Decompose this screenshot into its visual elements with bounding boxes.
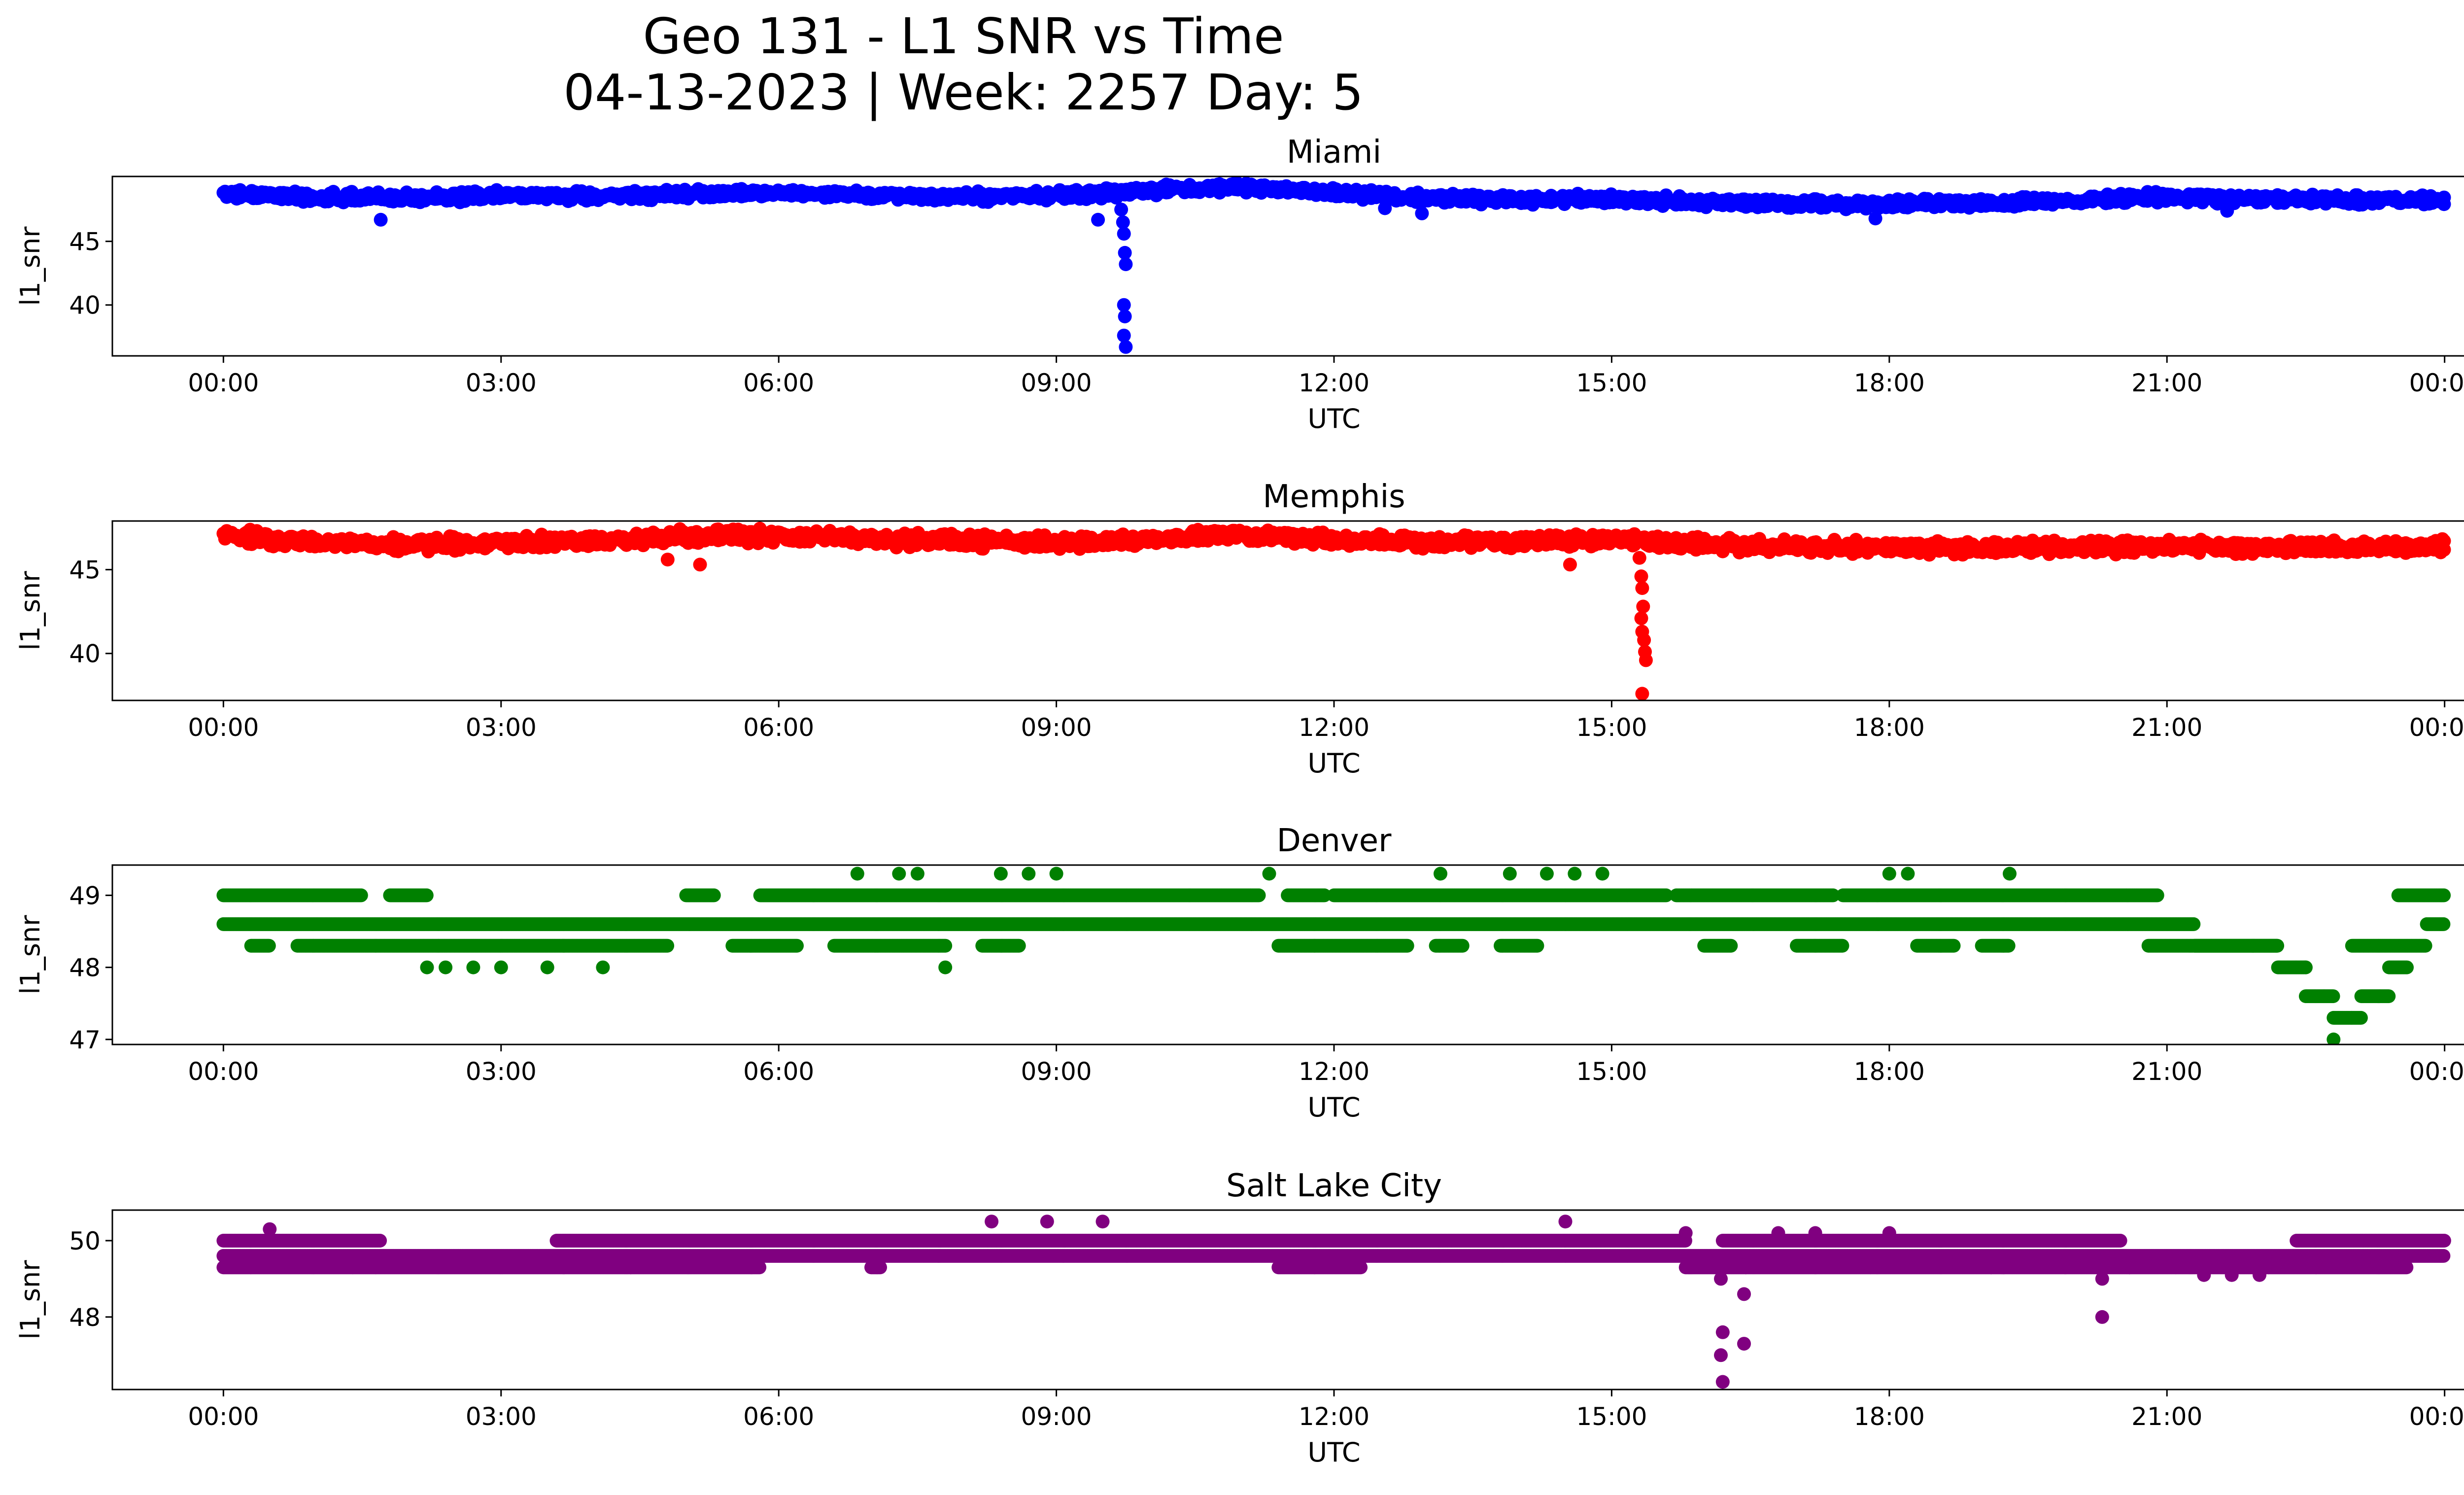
x-tick-label: 21:00 <box>2131 369 2202 397</box>
data-point <box>2437 534 2451 548</box>
figure-title-line1: Geo 131 - L1 SNR vs Time <box>643 7 1284 65</box>
figure-title-line2: 04-13-2023 | Week: 2257 Day: 5 <box>563 64 1363 121</box>
panel-title: Miami <box>1287 134 1381 171</box>
x-tick-label: 12:00 <box>1299 369 1369 397</box>
data-point <box>2437 197 2451 211</box>
x-tick-label: 09:00 <box>1021 713 1092 742</box>
outlier-point <box>1636 599 1650 614</box>
panel-title: Denver <box>1277 823 1392 859</box>
x-tick-label: 03:00 <box>466 369 537 397</box>
outlier-point <box>1635 581 1649 595</box>
y-axis-label: l1_snr <box>15 571 46 651</box>
data-points <box>216 867 2451 1044</box>
x-tick-label: 00:00 <box>2409 713 2464 742</box>
outlier-point <box>1868 211 1882 226</box>
outlier-point <box>660 553 675 567</box>
y-tick-label: 40 <box>69 291 101 320</box>
outlier-point <box>1639 653 1653 667</box>
figure-title: Geo 131 - L1 SNR vs Time 04-13-2023 | We… <box>563 7 1363 121</box>
outlier-point <box>693 557 707 572</box>
panel-title: Memphis <box>1263 479 1405 515</box>
x-tick-label: 00:00 <box>2409 369 2464 397</box>
x-tick-label: 09:00 <box>1021 369 1092 397</box>
chart-panel: Memphis 00:00 03:00 06:00 09:00 12:00 15:00 18:… <box>15 479 2464 779</box>
outlier-point <box>1635 687 1649 700</box>
x-tick-label: 12:00 <box>1299 713 1369 742</box>
outlier-point <box>1637 633 1651 647</box>
outlier-point <box>2220 204 2234 218</box>
outlier-point <box>1378 201 1392 215</box>
chart-panel: Miami 00:00 03:00 06:00 09:00 12:00 15:00 18:00… <box>15 134 2464 434</box>
x-tick-label: 15:00 <box>1576 369 1647 397</box>
chart-panels: Miami 00:00 03:00 06:00 09:00 12:00 15:00 18:00… <box>15 134 2464 1468</box>
x-tick-label: 00:00 <box>188 713 259 742</box>
outlier-point <box>1117 227 1131 241</box>
x-tick-label: 00:00 <box>188 369 259 397</box>
outlier-point <box>1634 569 1648 584</box>
outlier-point <box>1114 203 1129 217</box>
outlier-point <box>1634 611 1648 626</box>
x-tick-label: 15:00 <box>1576 713 1647 742</box>
outlier-point <box>1117 328 1131 343</box>
y-axis-label: l1_snr <box>15 226 46 306</box>
outlier-point <box>1415 206 1429 220</box>
y-tick-label: 45 <box>69 556 101 585</box>
x-tick-label: 21:00 <box>2131 713 2202 742</box>
x-tick-label: 18:00 <box>1854 369 1925 397</box>
x-axis-label: UTC <box>1307 748 1360 779</box>
x-tick-label: 03:00 <box>466 713 537 742</box>
outlier-point <box>1118 310 1132 323</box>
outlier-point <box>1117 298 1131 312</box>
y-tick-label: 45 <box>69 228 101 256</box>
y-tick-label: 40 <box>69 640 101 668</box>
x-axis-label: UTC <box>1307 403 1360 434</box>
data-points <box>216 176 2451 354</box>
x-tick-label: 06:00 <box>743 369 814 397</box>
x-tick-label: 18:00 <box>1854 713 1925 742</box>
outlier-point <box>374 212 388 227</box>
outlier-point <box>1116 215 1130 229</box>
outlier-point <box>1563 557 1577 572</box>
outlier-point <box>1091 212 1105 227</box>
x-tick-label: 06:00 <box>743 713 814 742</box>
outlier-point <box>1118 245 1132 260</box>
outlier-point <box>1119 340 1133 354</box>
data-points <box>216 522 2451 700</box>
outlier-point <box>1632 551 1646 565</box>
outlier-point <box>1119 257 1133 272</box>
